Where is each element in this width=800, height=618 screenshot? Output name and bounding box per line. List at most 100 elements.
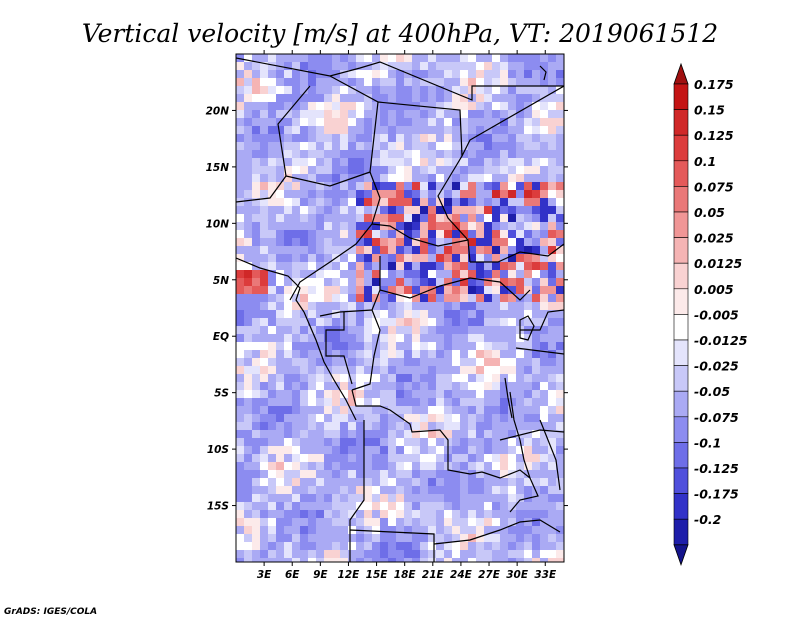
field-cell [252, 430, 260, 438]
field-cell [340, 182, 348, 190]
field-cell [428, 398, 436, 406]
field-cell [484, 174, 492, 182]
field-cell [308, 174, 316, 182]
field-cell [236, 374, 244, 382]
field-cell [508, 318, 516, 326]
field-cell [508, 334, 516, 342]
field-cell [252, 542, 260, 550]
field-cell [484, 278, 492, 286]
field-cell [436, 150, 444, 158]
field-cell [332, 294, 340, 302]
lon-tick-label: 9E [313, 569, 328, 581]
field-cell [500, 214, 508, 222]
field-cell [252, 302, 260, 310]
field-cell [316, 454, 324, 462]
field-cell [388, 510, 396, 518]
field-cell [260, 542, 268, 550]
field-cell [428, 142, 436, 150]
field-cell [300, 254, 308, 262]
field-cell [492, 558, 500, 562]
field-cell [284, 110, 292, 118]
field-cell [364, 230, 372, 238]
field-cell [332, 438, 340, 446]
field-cell [268, 286, 276, 294]
field-cell [316, 110, 324, 118]
field-cell [244, 494, 252, 502]
field-cell [348, 430, 356, 438]
field-cell [236, 94, 244, 102]
field-cell [348, 358, 356, 366]
field-cell [388, 486, 396, 494]
field-cell [452, 214, 460, 222]
field-cell [516, 126, 524, 134]
field-cell [292, 478, 300, 486]
field-cell [420, 382, 428, 390]
field-cell [380, 438, 388, 446]
field-cell [516, 542, 524, 550]
field-cell [380, 78, 388, 86]
field-cell [532, 406, 540, 414]
field-cell [412, 358, 420, 366]
field-cell [244, 430, 252, 438]
field-cell [428, 350, 436, 358]
field-cell [532, 446, 540, 454]
field-cell [292, 310, 300, 318]
field-cell [484, 326, 492, 334]
field-cell [364, 390, 372, 398]
field-cell [404, 510, 412, 518]
field-cell [532, 166, 540, 174]
field-cell [556, 478, 564, 486]
field-cell [484, 422, 492, 430]
field-cell [436, 406, 444, 414]
field-cell [316, 310, 324, 318]
field-cell [452, 518, 460, 526]
field-cell [460, 86, 468, 94]
field-cell [332, 118, 340, 126]
field-cell [372, 374, 380, 382]
field-cell [252, 310, 260, 318]
field-cell [476, 510, 484, 518]
field-cell [308, 510, 316, 518]
field-cell [540, 454, 548, 462]
field-cell [532, 134, 540, 142]
field-cell [500, 110, 508, 118]
field-cell [532, 542, 540, 550]
field-cell [476, 230, 484, 238]
field-cell [324, 222, 332, 230]
field-cell [260, 486, 268, 494]
field-cell [548, 78, 556, 86]
field-cell [532, 462, 540, 470]
field-cell [460, 246, 468, 254]
field-cell [284, 438, 292, 446]
field-cell [300, 486, 308, 494]
field-cell [268, 310, 276, 318]
field-cell [500, 174, 508, 182]
field-cell [260, 230, 268, 238]
field-cell [444, 190, 452, 198]
field-cell [268, 142, 276, 150]
field-cell [524, 286, 532, 294]
field-cell [236, 286, 244, 294]
field-cell [412, 54, 420, 62]
field-cell [316, 62, 324, 70]
field-cell [524, 518, 532, 526]
field-cell [252, 318, 260, 326]
field-cell [460, 390, 468, 398]
colorbar-segment [673, 339, 689, 366]
field-cell [444, 118, 452, 126]
field-cell [316, 414, 324, 422]
field-cell [412, 334, 420, 342]
field-cell [292, 446, 300, 454]
field-cell [396, 254, 404, 262]
field-cell [492, 102, 500, 110]
field-cell [340, 150, 348, 158]
field-cell [436, 238, 444, 246]
field-cell [516, 286, 524, 294]
field-cell [468, 278, 476, 286]
field-cell [380, 198, 388, 206]
field-cell [236, 134, 244, 142]
field-cell [300, 302, 308, 310]
field-cell [332, 478, 340, 486]
field-cell [476, 78, 484, 86]
